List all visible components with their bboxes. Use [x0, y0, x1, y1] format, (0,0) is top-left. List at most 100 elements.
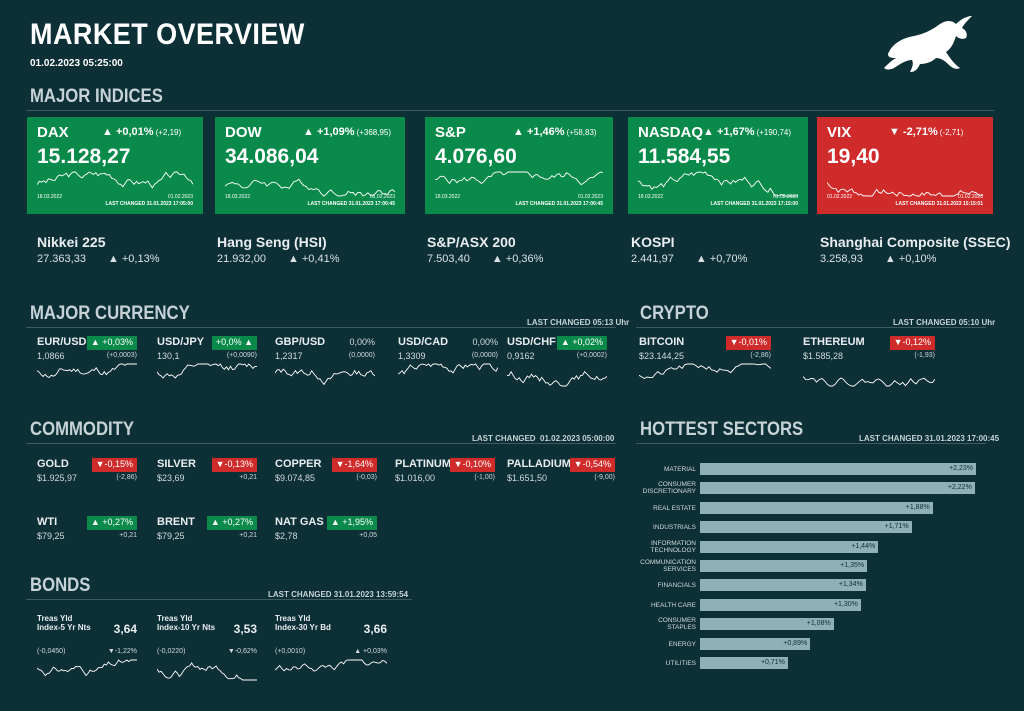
- bond-name: Treas Yld Index-5 Yr Nts: [37, 614, 91, 632]
- sector-row[interactable]: INFORMATION TECHNOLOGY +1,44%: [640, 540, 980, 554]
- tile-change-abs: (-2,86): [116, 474, 137, 481]
- tile-value: 1,2317: [275, 351, 303, 361]
- secondary-index[interactable]: KOSPI 2.441,97 ▲ +0,70%: [631, 234, 747, 265]
- sector-value: +2,23%: [949, 465, 973, 472]
- tile-change-abs: +0,05: [359, 532, 377, 539]
- secondary-index-change: ▲ +0,70%: [695, 253, 748, 265]
- sector-row[interactable]: UTILITIES +0,71%: [640, 657, 980, 670]
- index-date-end: 01.02.2023: [167, 194, 193, 200]
- index-change: ▲ +1,67% (+190,74): [703, 126, 792, 138]
- index-name: DAX: [37, 124, 69, 141]
- tile-change-abs: (-0,03): [356, 474, 377, 481]
- change-badge: ▼-0,15%: [91, 458, 137, 472]
- sector-row[interactable]: FINANCIALS +1,34%: [640, 579, 980, 592]
- crypto-tile[interactable]: ETHEREUM $1.585,28 ▼-0,12% (-1,93): [803, 336, 935, 392]
- change-badge: ▲ +0,02%: [556, 336, 607, 350]
- currencies-tile[interactable]: GBP/USD 1,2317 0,00% (0,0000): [275, 336, 375, 392]
- tile-name: ETHEREUM: [803, 336, 865, 348]
- secondary-index[interactable]: Nikkei 225 27.363,33 ▲ +0,13%: [37, 234, 160, 265]
- change-badge: ▲ +1,95%: [326, 516, 377, 530]
- tile-name: NAT GAS: [275, 516, 324, 528]
- currencies-tile[interactable]: USD/CHF 0,9162 ▲ +0,02% (+0,0002): [507, 336, 607, 392]
- bond-tile[interactable]: Treas Yld Index-10 Yr Nts 3,53 (-0,0220) ▼-…: [157, 614, 257, 684]
- sector-value: +1,71%: [884, 523, 909, 531]
- tile-name: USD/CHF: [507, 336, 556, 348]
- index-date-start: 18.03.2022: [37, 194, 63, 200]
- secondary-index-name: Nikkei 225: [37, 234, 106, 250]
- sector-row[interactable]: CONSUMER DISCRETIONARY +2,22%: [640, 481, 980, 495]
- index-value: 19,40: [827, 145, 880, 168]
- tile-value: $9.074,85: [275, 473, 316, 483]
- sparkline: [435, 171, 603, 186]
- tile-change-abs: (-1,93): [914, 352, 935, 359]
- tile-value: $79,25: [37, 531, 65, 541]
- change-badge: ▼-0,13%: [211, 458, 257, 472]
- commodities-tile[interactable]: SILVER $23,69 ▼-0,13% +0,21: [157, 458, 257, 514]
- sector-bar: +1,44%: [700, 540, 879, 553]
- sector-name: INDUSTRIALS: [653, 524, 696, 532]
- index-card-3[interactable]: NASDAQ ▲ +1,67% (+190,74) 11.584,55 18.03.20…: [628, 117, 808, 214]
- sector-name: HEALTH CARE: [650, 601, 696, 609]
- index-date-start: 01.02.2022: [827, 194, 853, 200]
- bond-tile[interactable]: Treas Yld Index-5 Yr Nts 3,64 (-0,0450) ▼-1…: [37, 614, 137, 684]
- sparkline: [827, 182, 983, 197]
- bond-change: ▲ +0,03%: [354, 648, 387, 655]
- index-value: 15.128,27: [37, 145, 131, 168]
- commodities-tile[interactable]: NAT GAS $2,78 ▲ +1,95% +0,05: [275, 516, 377, 572]
- change-badge: ▼-0,10%: [449, 458, 495, 472]
- sector-row[interactable]: INDUSTRIALS +1,71%: [640, 521, 980, 534]
- sector-name: COMMUNICATION SERVICES: [640, 559, 696, 573]
- divider: [26, 443, 616, 444]
- change-badge: ▼-1,64%: [331, 458, 377, 472]
- secondary-index-name: Hang Seng (HSI): [217, 234, 327, 250]
- divider: [636, 327, 986, 328]
- sector-bar: +0,71%: [700, 657, 788, 669]
- index-card-1[interactable]: DOW ▲ +1,09% (+368,95) 34.086,04 18.03.2022 0…: [215, 117, 405, 214]
- tile-value: $1.925,97: [37, 473, 78, 483]
- bonds-last-changed: LAST CHANGED 31.01.2023 13:59:54: [268, 590, 409, 599]
- section-commodity: COMMODITY: [30, 419, 135, 440]
- sector-row[interactable]: HEALTH CARE +1,30%: [640, 598, 980, 612]
- tile-name: PLATINUM: [395, 458, 452, 470]
- sector-row[interactable]: REAL ESTATE +1,88%: [640, 501, 980, 515]
- sparkline: [37, 171, 193, 189]
- sector-row[interactable]: ENERGY +0,89%: [640, 637, 980, 651]
- secondary-index[interactable]: Shanghai Composite (SSEC) 3.258,93 ▲ +0,10…: [820, 234, 1011, 265]
- currencies-tile[interactable]: USD/JPY 130,1 +0,0% ▲ (+0,0090): [157, 336, 257, 392]
- index-last-changed: LAST CHANGED 31.01.2023 17:00:45: [515, 201, 603, 207]
- sector-name: CONSUMER STAPLES: [658, 617, 696, 632]
- index-card-4[interactable]: VIX ▼ -2,71% (-2,71) 19,40 01.02.2022 01.02.2…: [817, 117, 993, 214]
- commodities-tile[interactable]: COPPER $9.074,85 ▼-1,64% (-0,03): [275, 458, 377, 514]
- bond-tile[interactable]: Treas Yld Index-30 Yr Bd 3,66 (+0,0010) ▲ +…: [275, 614, 387, 684]
- currencies-tile[interactable]: USD/CAD 1,3309 0,00% (0,0000): [398, 336, 498, 392]
- secondary-index[interactable]: Hang Seng (HSI) 21.932,00 ▲ +0,41%: [217, 234, 340, 265]
- index-last-changed: LAST CHANGED 31.01.2023 17:00:45: [307, 201, 395, 207]
- currencies-tile[interactable]: EUR/USD 1,0866 ▲ +0,03% (+0,0003): [37, 336, 137, 392]
- commodities-tile[interactable]: GOLD $1.925,97 ▼-0,15% (-2,86): [37, 458, 137, 514]
- sector-row[interactable]: CONSUMER STAPLES +1,08%: [640, 617, 980, 632]
- index-card-2[interactable]: S&P ▲ +1,46% (+58,83) 4.076,60 18.03.2022 01.…: [425, 117, 613, 214]
- commodities-tile[interactable]: PLATINUM $1.016,00 ▼-0,10% (-1,00): [395, 458, 495, 514]
- secondary-index-value: 27.363,33: [37, 253, 86, 265]
- secondary-index[interactable]: S&P/ASX 200 7.503,40 ▲ +0,36%: [427, 234, 543, 265]
- tile-name: SILVER: [157, 458, 196, 470]
- tile-name: EUR/USD: [37, 336, 87, 348]
- index-card-0[interactable]: DAX ▲ +0,01% (+2,19) 15.128,27 18.03.2022 01.…: [27, 117, 203, 214]
- section-crypto: CRYPTO: [640, 303, 709, 324]
- change-badge: ▼-0,12%: [889, 336, 935, 350]
- sector-value: +1,08%: [806, 620, 831, 628]
- secondary-index-value: 2.441,97: [631, 253, 674, 265]
- sector-row[interactable]: COMMUNICATION SERVICES +1,35%: [640, 559, 980, 573]
- commodities-tile[interactable]: PALLADIUM $1.651,50 ▼-0,54% (-9,00): [507, 458, 615, 514]
- secondary-index-name: Shanghai Composite (SSEC): [820, 234, 1011, 250]
- commodities-tile[interactable]: WTI $79,25 ▲ +0,27% +0,21: [37, 516, 137, 572]
- tile-value: 1,3309: [398, 351, 426, 361]
- index-last-changed: LAST CHANGED 31.01.2023 17:05:00: [105, 201, 193, 207]
- crypto-tile[interactable]: BITCOIN $23.144,25 ▼-0,01% (-2,86): [639, 336, 771, 392]
- index-value: 4.076,60: [435, 145, 517, 168]
- bull-icon: [884, 16, 972, 72]
- secondary-index-value: 21.932,00: [217, 253, 266, 265]
- bond-name: Treas Yld Index-30 Yr Bd: [275, 614, 331, 632]
- commodities-tile[interactable]: BRENT $79,25 ▲ +0,27% +0,21: [157, 516, 257, 572]
- sector-row[interactable]: MATERIAL +2,23%: [640, 463, 980, 476]
